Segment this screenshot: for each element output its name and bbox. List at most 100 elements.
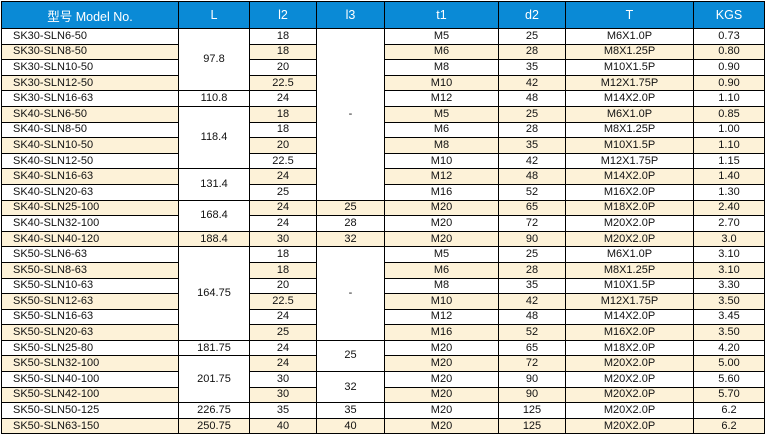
kgs-cell: 2.40 <box>693 199 765 217</box>
t-cell: M14X2.0P <box>565 168 694 185</box>
t1-cell: M12 <box>384 90 499 107</box>
t-cell: M8X1.25P <box>565 121 694 139</box>
l3-cell: 35 <box>316 402 385 419</box>
l2-cell: 40 <box>249 417 317 434</box>
d2-cell: 28 <box>498 121 566 139</box>
l2-cell: 20 <box>249 137 317 154</box>
model-cell: SK40-SLN40-120 <box>1 230 179 248</box>
t1-cell: M10 <box>384 152 499 170</box>
t1-cell: M5 <box>384 105 499 123</box>
t1-cell: M20 <box>384 402 499 419</box>
d2-cell: 52 <box>498 183 566 201</box>
d2-cell: 90 <box>498 230 566 248</box>
d2-cell: 48 <box>498 90 566 107</box>
d2-cell: 48 <box>498 168 566 185</box>
l2-cell: 25 <box>249 324 317 341</box>
l3-cell: - <box>316 246 385 341</box>
model-cell: SK40-SLN16-63 <box>1 168 179 185</box>
kgs-cell: 3.45 <box>693 308 765 326</box>
table-row: SK40-SLN12-50 22.5 M10 42 M12X1.75P 1.15 <box>1 152 765 170</box>
model-cell: SK50-SLN32-100 <box>1 355 179 373</box>
l2-cell: 18 <box>249 43 317 61</box>
d2-cell: 90 <box>498 371 566 388</box>
l-cell: 181.75 <box>178 339 250 357</box>
table-row: SK50-SLN32-100 201.75 24 M20 72 M20X2.0P 5.00 <box>1 355 765 404</box>
l2-cell: 24 <box>249 90 317 107</box>
l3-cell: 25 <box>316 199 385 217</box>
t-cell: M20X2.0P <box>565 402 694 419</box>
kgs-cell: 1.10 <box>693 137 765 154</box>
l2-cell: 22.5 <box>249 152 317 170</box>
kgs-cell: 0.90 <box>693 74 765 92</box>
t-cell: M6X1.0P <box>565 28 694 45</box>
model-cell: SK40-SLN6-50 <box>1 105 179 123</box>
l2-cell: 24 <box>249 215 317 232</box>
header-d2: d2 <box>498 1 566 29</box>
t1-cell: M20 <box>384 371 499 388</box>
kgs-cell: 3.10 <box>693 261 765 279</box>
t1-cell: M10 <box>384 293 499 310</box>
model-cell: SK50-SLN10-63 <box>1 277 179 295</box>
l-cell: 188.4 <box>178 230 250 248</box>
table-row: SK30-SLN8-50 18 M6 28 M8X1.25P 0.80 <box>1 43 765 61</box>
d2-cell: 42 <box>498 74 566 92</box>
l2-cell: 22.5 <box>249 74 317 92</box>
l3-cell: 25 <box>316 339 385 373</box>
kgs-cell: 1.15 <box>693 152 765 170</box>
kgs-cell: 1.40 <box>693 168 765 185</box>
l-cell: 164.75 <box>178 246 250 341</box>
l2-cell: 30 <box>249 371 317 388</box>
kgs-cell: 1.30 <box>693 183 765 201</box>
d2-cell: 25 <box>498 246 566 263</box>
kgs-cell: 1.00 <box>693 121 765 139</box>
model-cell: SK50-SLN20-63 <box>1 324 179 341</box>
l-cell: 250.75 <box>178 417 250 434</box>
t-cell: M14X2.0P <box>565 90 694 107</box>
d2-cell: 25 <box>498 28 566 45</box>
header-l3: l3 <box>316 1 385 29</box>
d2-cell: 35 <box>498 59 566 76</box>
header-t: T <box>565 1 694 29</box>
model-cell: SK50-SLN16-63 <box>1 308 179 326</box>
header-kgs: KGS <box>693 1 765 29</box>
model-cell: SK50-SLN63-150 <box>1 417 179 434</box>
kgs-cell: 3.30 <box>693 277 765 295</box>
l2-cell: 30 <box>249 230 317 248</box>
table-row: SK30-SLN16-63 110.8 24 M12 48 M14X2.0P 1.10 <box>1 90 765 107</box>
l2-cell: 20 <box>249 59 317 76</box>
table-row: SK50-SLN20-63 25 M16 52 M16X2.0P 3.50 <box>1 324 765 341</box>
model-cell: SK50-SLN50-125 <box>1 402 179 419</box>
model-cell: SK50-SLN42-100 <box>1 386 179 404</box>
d2-cell: 35 <box>498 137 566 154</box>
t-cell: M10X1.5P <box>565 277 694 295</box>
kgs-cell: 6.2 <box>693 417 765 434</box>
d2-cell: 90 <box>498 386 566 404</box>
l-cell: 168.4 <box>178 199 250 232</box>
l2-cell: 22.5 <box>249 293 317 310</box>
kgs-cell: 5.60 <box>693 371 765 388</box>
header-t1: t1 <box>384 1 499 29</box>
l3-cell: 32 <box>316 371 385 404</box>
model-cell: SK50-SLN25-80 <box>1 339 179 357</box>
kgs-cell: 1.10 <box>693 90 765 107</box>
d2-cell: 125 <box>498 402 566 419</box>
l2-cell: 35 <box>249 402 317 419</box>
t-cell: M20X2.0P <box>565 417 694 434</box>
kgs-cell: 0.80 <box>693 43 765 61</box>
t1-cell: M20 <box>384 417 499 434</box>
l2-cell: 20 <box>249 277 317 295</box>
l3-cell: - <box>316 28 385 201</box>
d2-cell: 52 <box>498 324 566 341</box>
t1-cell: M6 <box>384 261 499 279</box>
d2-cell: 42 <box>498 152 566 170</box>
t1-cell: M16 <box>384 183 499 201</box>
l2-cell: 24 <box>249 199 317 217</box>
t1-cell: M6 <box>384 121 499 139</box>
table-row: SK40-SLN20-63 25 M16 52 M16X2.0P 1.30 <box>1 183 765 201</box>
t-cell: M14X2.0P <box>565 308 694 326</box>
table-row: SK50-SLN6-63 164.75 18- M5 25 M6X1.0P 3.10 <box>1 246 765 341</box>
l-cell: 118.4 <box>178 105 250 170</box>
model-cell: SK30-SLN6-50 <box>1 28 179 45</box>
table-row: SK50-SLN8-63 18 M6 28 M8X1.25P 3.10 <box>1 261 765 279</box>
l-cell: 131.4 <box>178 168 250 201</box>
